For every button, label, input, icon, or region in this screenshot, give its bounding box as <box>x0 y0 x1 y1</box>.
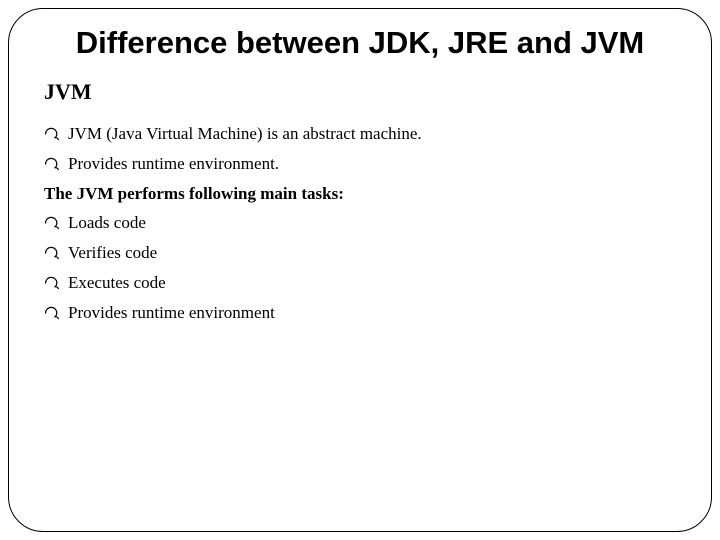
list-item: Loads code <box>44 208 676 238</box>
list-item: Provides runtime environment. <box>44 149 676 179</box>
page-title: Difference between JDK, JRE and JVM <box>44 24 676 61</box>
list-item: JVM (Java Virtual Machine) is an abstrac… <box>44 119 676 149</box>
list-item: Verifies code <box>44 238 676 268</box>
list-item: Provides runtime environment <box>44 298 676 328</box>
bullet-list-1: JVM (Java Virtual Machine) is an abstrac… <box>44 119 676 179</box>
subheading: JVM <box>44 79 676 105</box>
list-item: Executes code <box>44 268 676 298</box>
slide-frame: Difference between JDK, JRE and JVM JVM … <box>8 8 712 532</box>
bullet-list-2: Loads code Verifies code Executes code P… <box>44 208 676 327</box>
bold-text-line: The JVM performs following main tasks: <box>44 179 676 209</box>
